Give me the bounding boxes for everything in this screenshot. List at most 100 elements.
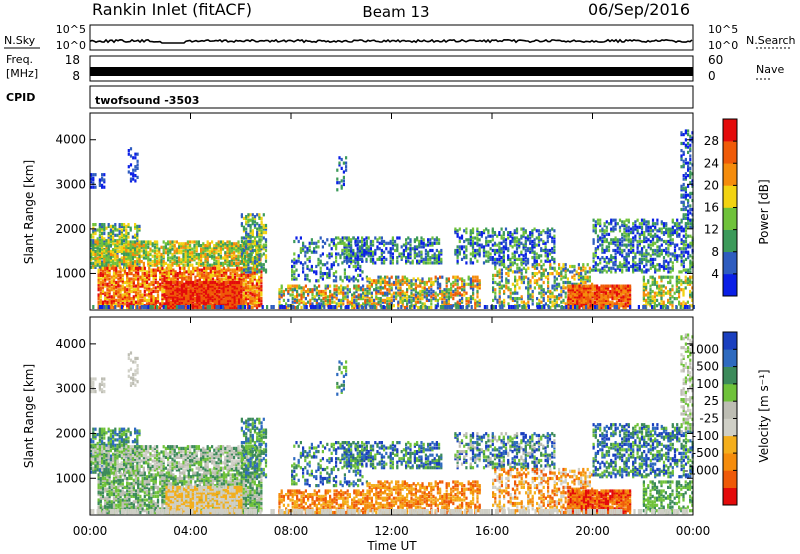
power-cell [367, 245, 370, 249]
power-cell [205, 279, 208, 283]
power-cell [128, 270, 131, 274]
power-cell [206, 249, 209, 253]
power-cell [247, 295, 250, 299]
power-cell [169, 247, 172, 251]
power-cell [409, 254, 412, 258]
power-cell [184, 249, 187, 253]
power-cell [260, 297, 263, 301]
power-cell [193, 256, 196, 260]
power-cell [372, 239, 375, 244]
power-cell [343, 275, 346, 279]
noise-panel: N.Sky 10^5 10^0 10^5 10^0 N.Search [4, 23, 796, 52]
power-cell [251, 266, 254, 270]
power-cell [564, 268, 567, 272]
power-cell [108, 280, 111, 285]
power-cell [357, 248, 360, 253]
power-cell [104, 298, 107, 302]
power-cell [571, 270, 574, 274]
power-cell [152, 270, 155, 274]
power-cell [126, 293, 129, 297]
power-cell [183, 277, 186, 281]
power-cell [109, 249, 112, 253]
power-cell [527, 295, 530, 299]
power-cell [542, 288, 545, 292]
power-cell [147, 254, 150, 258]
power-cell [152, 282, 155, 286]
power-cell [127, 242, 130, 246]
power-cell [491, 234, 494, 238]
power-cell [297, 254, 300, 258]
power-cell [399, 288, 402, 292]
power-cell [159, 275, 162, 279]
power-cell [107, 233, 110, 237]
power-cell [240, 279, 243, 283]
power-cell [200, 288, 203, 292]
power-cell [128, 288, 131, 292]
power-cell [251, 250, 254, 254]
power-cell [207, 272, 210, 276]
power-cell [474, 298, 477, 302]
power-cell [226, 254, 229, 258]
power-cell [191, 305, 194, 310]
power-cell [185, 300, 188, 304]
power-cell [540, 273, 543, 277]
power-cell [368, 286, 371, 290]
power-cell [309, 302, 312, 306]
power-cell [389, 247, 392, 251]
power-cell [318, 293, 321, 297]
power-cell [97, 272, 100, 276]
power-cell [441, 289, 444, 294]
power-cell [240, 252, 243, 256]
power-cell [187, 266, 190, 270]
power-cell [434, 277, 437, 281]
power-cell [278, 297, 281, 301]
power-cell [357, 256, 360, 260]
power-cell [189, 284, 192, 288]
power-cell [289, 286, 292, 290]
power-cell [138, 228, 141, 232]
power-cell [514, 286, 517, 290]
power-cell [379, 291, 382, 295]
power-cell [251, 245, 254, 249]
power-cell [377, 300, 380, 304]
power-cell [280, 284, 283, 288]
power-cell [97, 282, 100, 286]
power-cell [427, 254, 430, 258]
power-cell [474, 241, 477, 245]
power-cell [162, 251, 165, 255]
power-cell [101, 242, 104, 246]
power-cell [129, 254, 132, 258]
power-cell [114, 258, 117, 262]
power-cell [403, 293, 406, 297]
power-cell [222, 268, 226, 272]
power-cell [247, 257, 250, 261]
power-cell [213, 251, 216, 255]
power-cell [342, 286, 345, 290]
power-cell [117, 298, 120, 302]
power-cell [416, 236, 419, 240]
power-cell [220, 286, 223, 290]
power-cell [220, 289, 223, 294]
power-cell [518, 254, 521, 258]
power-cell [504, 241, 508, 245]
power-cell [347, 252, 350, 256]
power-cell [229, 284, 232, 288]
power-cell [145, 279, 149, 283]
power-cell [346, 284, 349, 288]
power-cell [564, 263, 567, 267]
power-cell [525, 263, 528, 267]
power-cell [548, 252, 552, 256]
power-cell [182, 263, 185, 267]
power-cell [516, 297, 519, 301]
power-cell [245, 261, 248, 265]
power-cell [218, 270, 221, 274]
power-cell [156, 268, 160, 272]
power-cell [142, 240, 145, 244]
power-cell [203, 277, 206, 281]
power-cell [389, 252, 392, 256]
power-cell [230, 249, 233, 253]
power-cell [134, 233, 137, 237]
power-cell [220, 282, 223, 286]
power-cell [140, 245, 143, 249]
power-cell [180, 293, 183, 297]
